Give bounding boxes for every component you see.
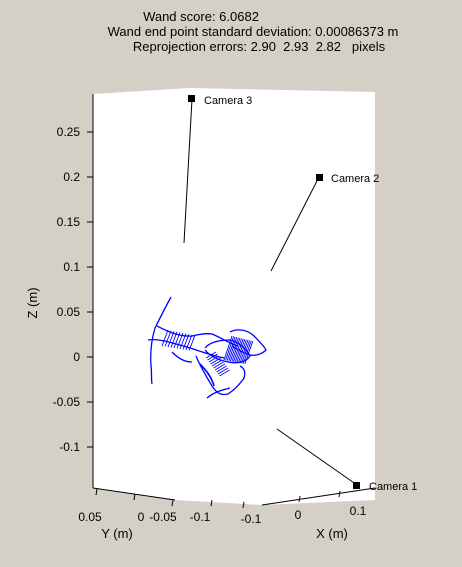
z-axis-label: Z (m) — [25, 287, 40, 318]
wand-pair-line — [188, 335, 196, 351]
wand-trace-segment — [204, 339, 251, 364]
wand-pair-line — [208, 355, 220, 363]
camera-1-ray — [276, 428, 358, 486]
camera-3-label: Camera 3 — [204, 95, 252, 107]
wand-pair-line — [223, 335, 233, 361]
y-axis-line — [92, 487, 176, 501]
z-tick-label: 0.05 — [57, 305, 81, 319]
z-tick-label: 0.2 — [63, 170, 80, 184]
wand-pair-line — [233, 338, 243, 362]
wand-pair-line — [236, 339, 246, 363]
wand-trace-segment — [171, 351, 193, 363]
camera-3-marker — [188, 95, 195, 102]
camera-2-marker — [316, 174, 323, 181]
reprojection-errors-text: Reprojection errors: 2.90 2.93 2.82 pixe… — [132, 39, 386, 54]
x-axis-ticklabels: -0.1 0 0.1 — [241, 504, 367, 526]
y-tick-label: 0 — [138, 510, 145, 524]
wand-pair-line — [182, 334, 190, 350]
camera-3-ray — [183, 98, 193, 244]
camera-2-label: Camera 2 — [331, 173, 379, 185]
wand-pair-line — [205, 351, 217, 359]
x-tick-label: -0.1 — [241, 512, 262, 526]
z-tick-label: 0 — [73, 350, 80, 364]
floor-tick-mark — [298, 495, 301, 503]
wand-pair-line — [170, 331, 178, 348]
y-tick-label: -0.1 — [190, 510, 211, 524]
wand-pair-line — [225, 336, 235, 361]
z-tick-label: 0.15 — [57, 215, 81, 229]
wand-pair-line — [228, 337, 238, 362]
y-axis-label: Y (m) — [101, 526, 133, 541]
floor-tick-mark — [133, 493, 136, 501]
y-tick-label: -0.05 — [149, 510, 177, 524]
wand-pair-line — [167, 331, 175, 348]
wand-pair-line — [226, 336, 236, 361]
z-tick-label: 0.1 — [63, 260, 80, 274]
wand-trace-segment — [206, 387, 231, 399]
plot-face — [93, 88, 375, 505]
wand-pair-line — [161, 329, 169, 347]
wand-pair-line — [207, 353, 218, 361]
floor-tick-mark — [242, 501, 245, 509]
wand-pair-line — [211, 359, 223, 367]
wand-pair-line — [179, 333, 187, 350]
camera-1-marker — [353, 482, 360, 489]
camera-1-label: Camera 1 — [369, 481, 417, 493]
floor-tick-mark — [171, 499, 174, 507]
wand-points-trace — [147, 296, 267, 399]
wand-pair-line — [216, 365, 227, 373]
wand-pair-line — [234, 338, 244, 363]
wand-trace-segment — [150, 296, 172, 385]
wand-pair-line — [164, 330, 172, 347]
z-tick-label: -0.05 — [53, 395, 81, 409]
wand-pair-line — [173, 332, 181, 349]
wand-trace-segment — [195, 355, 246, 396]
y-tick-label: 0.05 — [78, 510, 102, 524]
z-axis-ticks: 0.25 0.2 0.15 0.1 0.05 0 -0.05 -0.1 — [53, 125, 93, 454]
wand-pair-line — [217, 367, 229, 375]
x-tick-label: 0 — [295, 508, 302, 522]
wand-pair-line — [239, 339, 249, 364]
camera-2-ray — [270, 176, 320, 272]
wand-pair-line — [210, 357, 221, 365]
y-axis-ticklabels: 0.05 0 -0.05 -0.1 — [78, 510, 210, 524]
x-axis-line — [261, 487, 376, 506]
floor-tick-mark — [338, 490, 341, 498]
wand-pair-line — [185, 334, 193, 351]
wand-std-deviation-text: Wand end point standard deviation: 0.000… — [107, 24, 399, 39]
wand-trace-segment — [199, 363, 215, 387]
floor-tick-mark — [95, 488, 98, 496]
wand-pair-line — [231, 337, 241, 362]
wand-pair-line — [219, 369, 230, 377]
x-axis-label: X (m) — [316, 526, 348, 541]
floor-axis-ticks — [95, 488, 341, 509]
wand-pair-line — [241, 340, 251, 364]
wand-pair-line — [176, 332, 184, 349]
wand-pair-line — [229, 337, 239, 362]
wand-pair-line — [237, 339, 247, 363]
wand-pair-line — [244, 341, 254, 365]
z-tick-label: -0.1 — [59, 440, 80, 454]
x-tick-label: 0.1 — [350, 504, 367, 518]
wand-pair-line — [242, 340, 252, 364]
wand-pair-line — [213, 361, 224, 369]
z-tick-label: 0.25 — [57, 125, 81, 139]
wand-pair-line — [214, 363, 226, 371]
wand-score-text: Wand score: 6.0682 — [143, 9, 259, 24]
floor-tick-mark — [210, 499, 213, 507]
